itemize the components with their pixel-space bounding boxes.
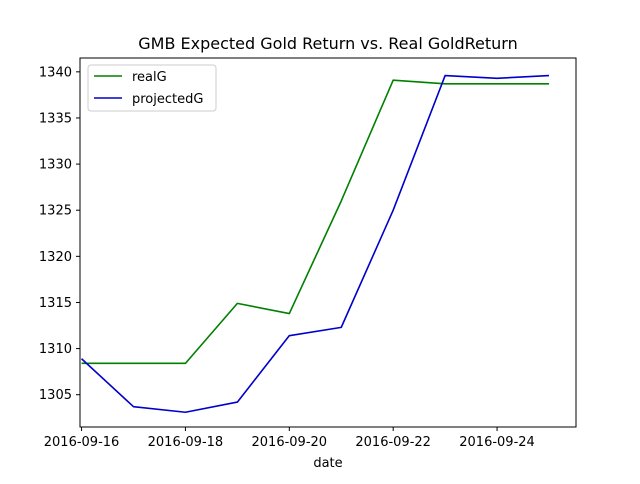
legend: realG projectedG (87, 64, 217, 112)
x-axis: 2016-09-16 2016-09-18 2016-09-20 2016-09-22… (44, 427, 535, 450)
x-tick-label: 2016-09-16 (44, 435, 120, 450)
plot-frame (79, 57, 577, 428)
y-axis: 1305 1310 1315 1320 1325 1330 1335 1340 (39, 65, 80, 403)
x-axis-label: date (313, 456, 342, 471)
series-line-realG (81, 79, 549, 365)
plot-area (79, 57, 577, 428)
x-tick-label: 2016-09-24 (459, 435, 535, 450)
y-tick-label: 1325 (39, 204, 72, 219)
y-tick-label: 1315 (39, 296, 72, 311)
x-tick-label: 2016-09-20 (252, 435, 328, 450)
y-tick-label: 1335 (39, 111, 72, 126)
x-tick-label: 2016-09-18 (148, 435, 224, 450)
legend-label-realG: realG (132, 70, 167, 85)
y-tick-label: 1330 (39, 158, 72, 173)
series-line-projectedG (81, 74, 550, 414)
legend-label-projectedG: projectedG (132, 92, 203, 107)
y-tick-label: 1310 (39, 342, 72, 357)
chart-title: GMB Expected Gold Return vs. Real GoldRe… (138, 34, 518, 53)
y-tick-label: 1305 (39, 388, 72, 403)
y-tick-label: 1320 (39, 250, 72, 265)
y-tick-label: 1340 (39, 65, 72, 80)
x-tick-label: 2016-09-22 (355, 435, 431, 450)
